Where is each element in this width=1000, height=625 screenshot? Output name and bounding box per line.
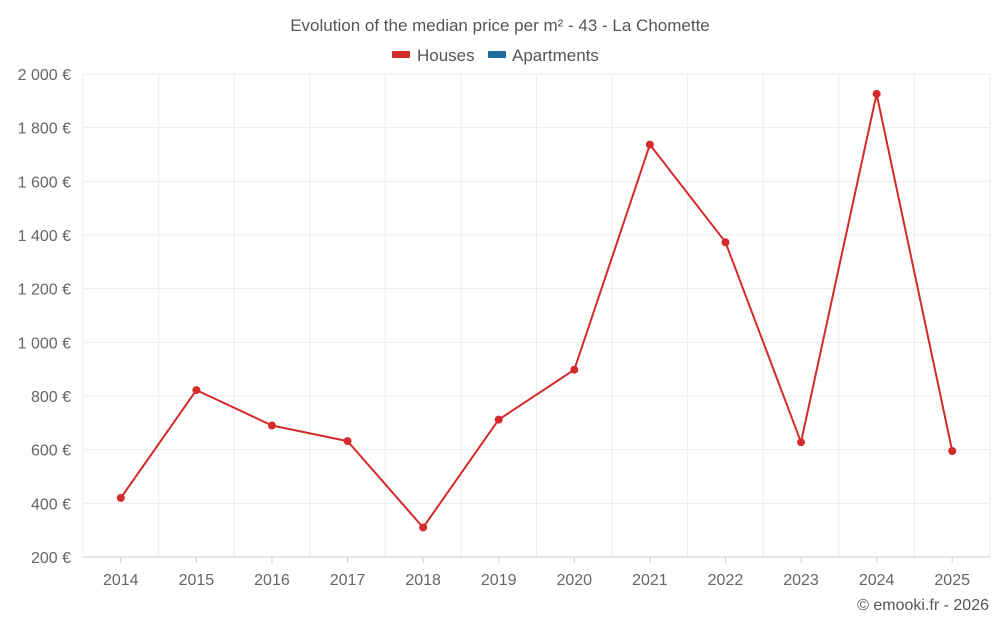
data-point-houses-2019[interactable] xyxy=(494,415,503,424)
chart-title: Evolution of the median price per m² - 4… xyxy=(290,16,710,35)
credit-text: © emooki.fr - 2026 xyxy=(857,597,989,614)
data-point-houses-2025[interactable] xyxy=(948,447,957,456)
y-axis-labels: 200 € 400 € 600 € 800 € 1 000 € 1 200 € 1 400 … xyxy=(18,67,71,567)
data-point-houses-2015[interactable] xyxy=(192,386,201,395)
x-gridlines xyxy=(82,74,991,557)
y-tick-label: 800 € xyxy=(31,389,71,406)
x-tick-label: 2022 xyxy=(708,572,744,589)
legend-item-apartments[interactable]: Apartments xyxy=(488,46,599,65)
x-tick-label: 2024 xyxy=(859,572,895,589)
data-point-houses-2023[interactable] xyxy=(797,438,806,447)
y-tick-label: 2 000 € xyxy=(18,67,71,84)
x-axis-labels: 2014 2015 2016 2017 2018 2019 2020 2021 2022 2023… xyxy=(103,557,970,589)
x-tick-label: 2017 xyxy=(330,572,366,589)
data-point-houses-2014[interactable] xyxy=(116,493,125,502)
x-tick-label: 2015 xyxy=(179,572,215,589)
y-tick-label: 400 € xyxy=(31,496,71,513)
y-tick-label: 1 200 € xyxy=(18,282,71,299)
data-point-houses-2021[interactable] xyxy=(645,140,654,149)
data-point-houses-2016[interactable] xyxy=(267,421,276,430)
legend-item-houses[interactable]: Houses xyxy=(392,46,475,65)
y-tick-label: 200 € xyxy=(31,550,71,567)
y-tick-label: 1 600 € xyxy=(18,174,71,191)
x-tick-label: 2021 xyxy=(632,572,668,589)
x-tick-label: 2020 xyxy=(556,572,592,589)
x-tick-label: 2023 xyxy=(783,572,819,589)
x-tick-label: 2016 xyxy=(254,572,290,589)
legend-swatch-apartments xyxy=(488,51,506,58)
legend: Houses Apartments xyxy=(392,46,599,65)
legend-label-apartments: Apartments xyxy=(512,46,599,65)
series-houses xyxy=(116,89,957,532)
x-tick-label: 2025 xyxy=(934,572,970,589)
data-point-houses-2018[interactable] xyxy=(419,523,428,532)
x-tick-label: 2014 xyxy=(103,572,139,589)
data-point-houses-2017[interactable] xyxy=(343,437,352,446)
y-tick-label: 1 800 € xyxy=(18,121,71,138)
y-tick-label: 600 € xyxy=(31,443,71,460)
x-tick-label: 2018 xyxy=(405,572,441,589)
y-tick-label: 1 000 € xyxy=(18,335,71,352)
data-point-houses-2024[interactable] xyxy=(872,89,881,98)
legend-label-houses: Houses xyxy=(417,46,475,65)
x-tick-label: 2019 xyxy=(481,572,517,589)
y-tick-label: 1 400 € xyxy=(18,228,71,245)
legend-swatch-houses xyxy=(392,51,410,58)
series-line-houses xyxy=(119,92,954,529)
data-point-houses-2022[interactable] xyxy=(721,238,730,247)
data-point-houses-2020[interactable] xyxy=(570,365,579,374)
